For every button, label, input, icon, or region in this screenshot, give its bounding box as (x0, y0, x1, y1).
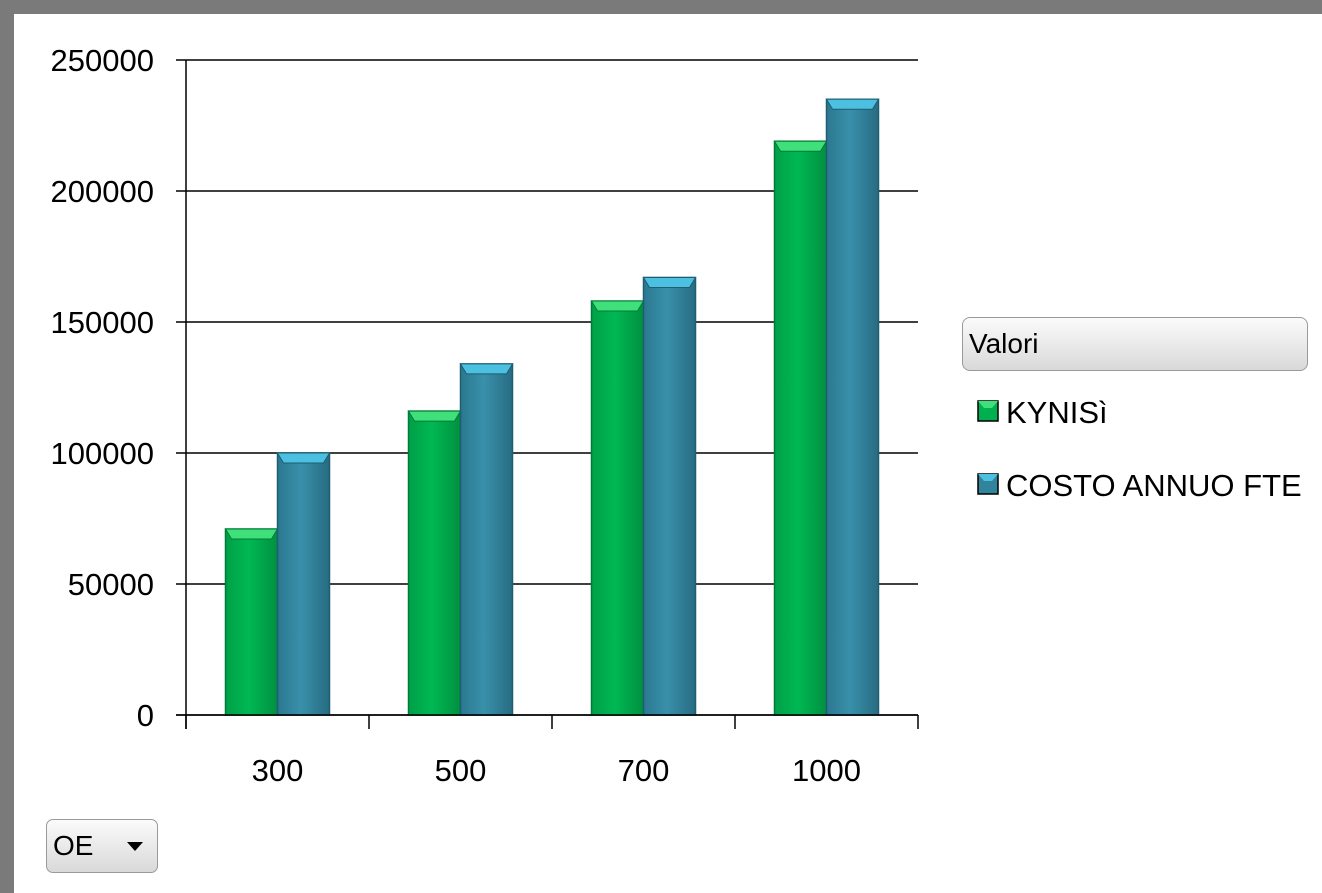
legend-label: COSTO ANNUO FTE (1006, 468, 1302, 503)
bar (642, 276, 697, 716)
legend-header-button[interactable]: Valori (962, 317, 1308, 371)
field-dropdown-button[interactable]: OE (46, 819, 158, 873)
bar (825, 98, 880, 716)
bar (407, 410, 462, 716)
legend-item: COSTO ANNUO FTE (977, 468, 1302, 503)
axes: 0 50000 100000 150000 200000 250000 300 500 700 1… (51, 43, 919, 788)
legend-swatch (977, 473, 999, 495)
field-dropdown-label: OE (53, 830, 94, 861)
y-tick-label: 150000 (51, 305, 154, 340)
bar (773, 140, 828, 716)
x-tick-label: 300 (252, 753, 304, 788)
bars (224, 98, 880, 716)
bar (224, 528, 279, 716)
legend-item: KYNISì (977, 395, 1108, 430)
legend: KYNISì COSTO ANNUO FTE (977, 395, 1302, 503)
y-tick-label: 100000 (51, 436, 154, 471)
y-tick-label: 250000 (51, 43, 154, 78)
bar (276, 452, 331, 716)
bar (590, 300, 645, 716)
x-tick-label: 700 (618, 753, 670, 788)
y-tick-label: 0 (137, 698, 154, 733)
y-tick-label: 50000 (68, 567, 154, 602)
x-tick-label: 1000 (792, 753, 861, 788)
bar (459, 363, 514, 716)
legend-swatch (977, 400, 999, 422)
legend-label: KYNISì (1006, 395, 1108, 430)
y-tick-label: 200000 (51, 174, 154, 209)
chevron-down-icon (127, 842, 143, 851)
x-tick-label: 500 (435, 753, 487, 788)
